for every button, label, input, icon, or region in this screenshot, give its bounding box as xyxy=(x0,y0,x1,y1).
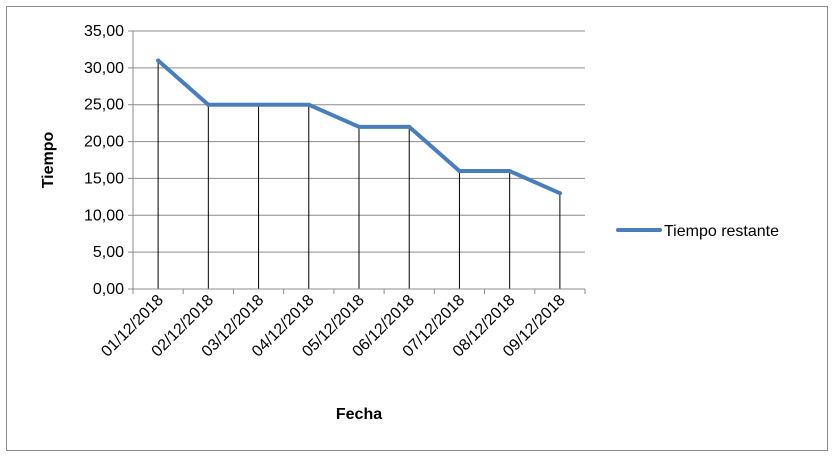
y-tick-label: 35,00 xyxy=(84,23,124,40)
gridlines xyxy=(128,30,585,290)
y-tick-label: 15,00 xyxy=(84,170,124,187)
y-tick-label: 0,00 xyxy=(93,281,124,298)
y-tick-label: 20,00 xyxy=(84,134,124,151)
x-axis-title: Fecha xyxy=(336,406,382,423)
series-layer xyxy=(156,58,562,196)
data-point xyxy=(557,191,562,196)
drop-lines xyxy=(157,60,561,289)
data-point xyxy=(206,102,211,107)
y-tick-label: 25,00 xyxy=(84,97,124,114)
axes xyxy=(132,31,586,294)
data-point xyxy=(357,124,361,129)
data-point xyxy=(407,124,412,129)
y-axis-title: Tiempo xyxy=(40,131,57,188)
legend: Tiempo restante xyxy=(616,223,779,240)
data-point xyxy=(507,169,512,174)
data-point xyxy=(256,102,261,107)
y-tick-label: 30,00 xyxy=(84,60,124,77)
legend-label: Tiempo restante xyxy=(664,223,779,240)
y-tick-label: 10,00 xyxy=(84,207,124,224)
data-point xyxy=(457,169,462,174)
y-tick-label: 5,00 xyxy=(93,244,124,261)
x-tick-labels: 01/12/201802/12/201803/12/201804/12/2018… xyxy=(98,292,568,361)
data-point xyxy=(306,102,311,107)
chart-frame xyxy=(6,6,828,451)
data-point xyxy=(156,58,161,63)
y-tick-labels: 0,00 5,00 10,00 15,00 20,00 25,00 30,00 35,00 xyxy=(84,23,124,298)
